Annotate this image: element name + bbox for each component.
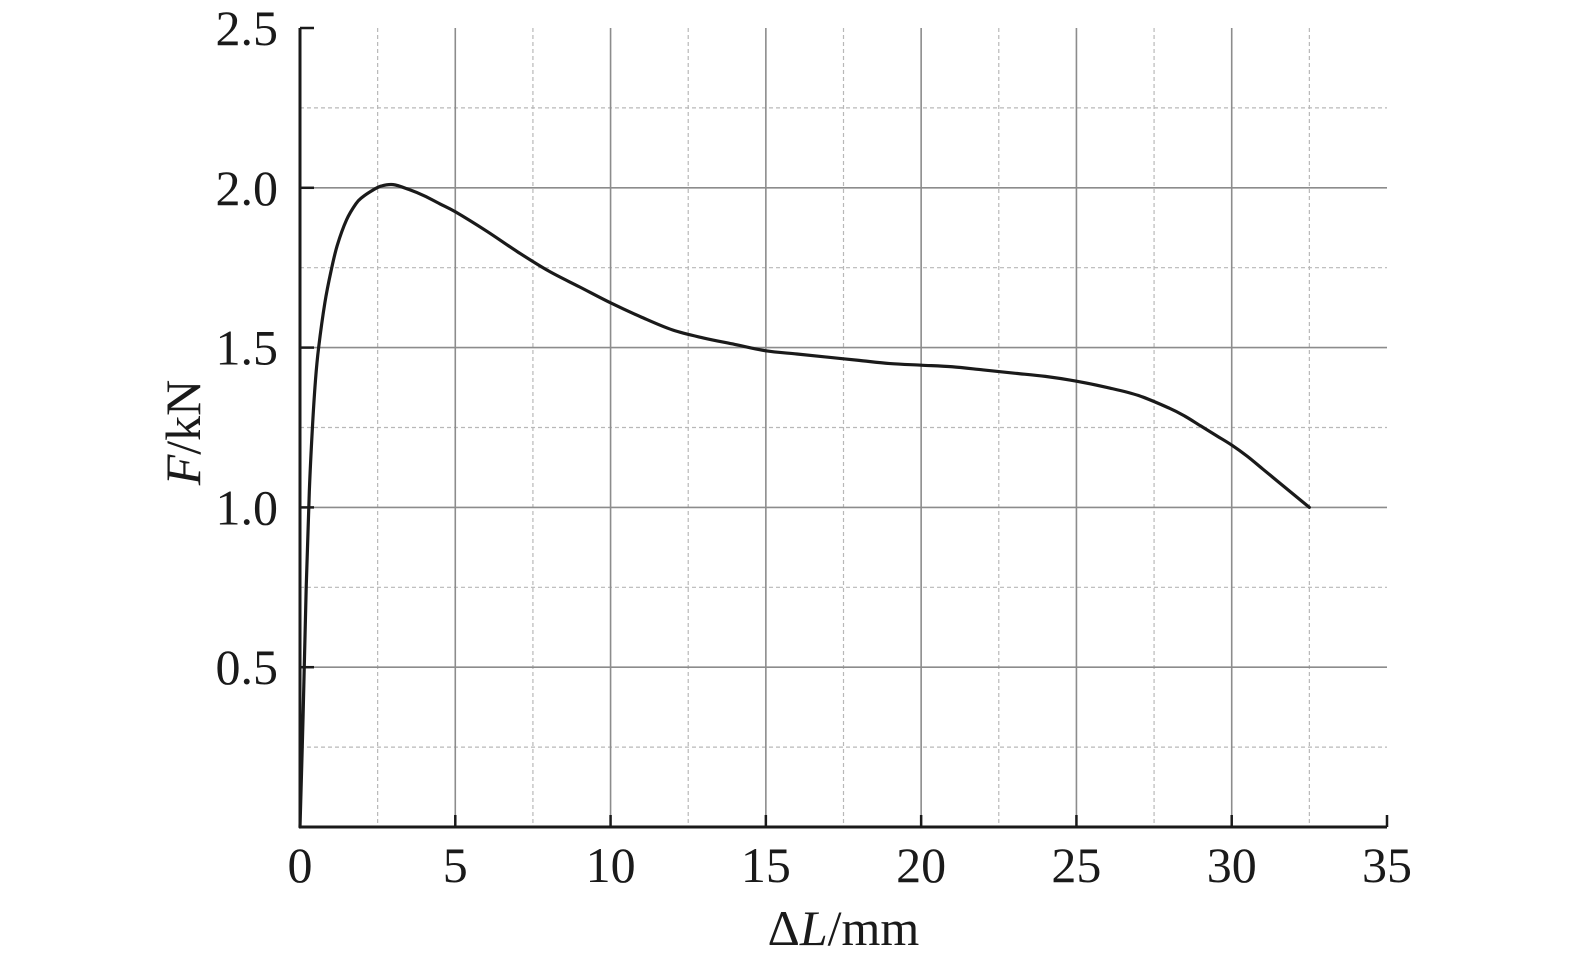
y-axis-title-unit: /kN <box>155 380 211 455</box>
x-tick-label-3: 15 <box>741 837 791 893</box>
x-axis-title-variable: L <box>799 900 828 956</box>
x-tick-label-0: 0 <box>288 837 313 893</box>
y-tick-label-1: 1.0 <box>216 479 279 535</box>
y-tick-label-0: 0.5 <box>216 639 279 695</box>
axis-ticks <box>298 26 1389 827</box>
x-axis-title-unit: /mm <box>828 900 920 956</box>
axis-labels: 0 5 10 15 20 25 30 35 0.5 1.0 1.5 2.0 2.5 ΔL/mm F/kN <box>155 0 1412 956</box>
x-tick-label-1: 5 <box>443 837 468 893</box>
minor-grid <box>300 28 1387 827</box>
y-tick-label-4: 2.5 <box>216 0 279 56</box>
x-tick-label-4: 20 <box>896 837 946 893</box>
series-line-0 <box>298 182 1311 829</box>
x-tick-label-2: 10 <box>586 837 636 893</box>
x-tick-label-6: 30 <box>1207 837 1257 893</box>
data-series <box>298 182 1311 829</box>
x-tick-label-5: 25 <box>1051 837 1101 893</box>
y-axis-title: F/kN <box>155 380 211 487</box>
y-tick-label-2: 1.5 <box>216 320 279 376</box>
x-tick-label-7: 35 <box>1362 837 1412 893</box>
major-grid <box>300 28 1387 827</box>
y-tick-label-3: 2.0 <box>216 160 279 216</box>
axes <box>298 28 1387 829</box>
x-axis-title: ΔL/mm <box>768 900 920 956</box>
x-axis-title-prefix: Δ <box>768 900 800 956</box>
y-axis-title-variable: F <box>155 454 211 486</box>
